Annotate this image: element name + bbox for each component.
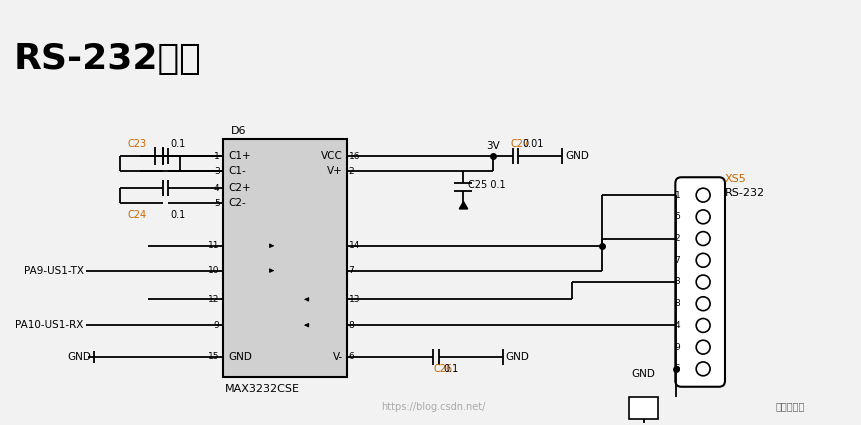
Text: 2: 2 xyxy=(349,167,354,176)
Text: https://blog.csdn.net/: https://blog.csdn.net/ xyxy=(381,402,485,411)
Text: 1: 1 xyxy=(214,152,220,161)
Text: 16: 16 xyxy=(349,152,360,161)
Text: PA10-US1-RX: PA10-US1-RX xyxy=(15,320,84,330)
Text: 15: 15 xyxy=(208,352,220,361)
Text: GND: GND xyxy=(565,151,588,162)
Text: 0.1: 0.1 xyxy=(170,139,185,150)
Text: MAX3232CSE: MAX3232CSE xyxy=(225,384,300,394)
Text: D6: D6 xyxy=(230,126,245,136)
Text: 9: 9 xyxy=(214,321,220,330)
Text: C27: C27 xyxy=(510,139,530,150)
Text: 9: 9 xyxy=(674,343,679,351)
Text: 5: 5 xyxy=(214,198,220,207)
Text: 6: 6 xyxy=(349,352,354,361)
Text: 0.01: 0.01 xyxy=(522,139,543,150)
Text: C1-: C1- xyxy=(228,166,246,176)
Text: PA9-US1-TX: PA9-US1-TX xyxy=(23,266,84,275)
Bar xyxy=(222,139,346,377)
Text: 7: 7 xyxy=(674,256,679,265)
Text: 10: 10 xyxy=(208,266,220,275)
Text: 3V: 3V xyxy=(486,142,499,151)
Text: GND: GND xyxy=(68,352,91,362)
Text: 智城安卓网: 智城安卓网 xyxy=(775,402,804,411)
Text: GND: GND xyxy=(228,352,252,362)
Text: 4: 4 xyxy=(214,184,220,193)
Text: 6: 6 xyxy=(674,212,679,221)
Bar xyxy=(628,397,658,419)
Text: 14: 14 xyxy=(349,241,360,250)
Text: V+: V+ xyxy=(326,166,343,176)
Text: 2: 2 xyxy=(674,234,679,243)
Text: 3: 3 xyxy=(674,278,679,286)
Text: 3: 3 xyxy=(214,167,220,176)
Text: 1: 1 xyxy=(674,191,679,200)
Text: C2-: C2- xyxy=(228,198,246,208)
Text: C2+: C2+ xyxy=(228,183,251,193)
Text: RS-232: RS-232 xyxy=(724,188,765,198)
Text: 8: 8 xyxy=(674,299,679,308)
Text: C25 0.1: C25 0.1 xyxy=(468,180,505,190)
Text: 13: 13 xyxy=(349,295,360,304)
Text: 0.1: 0.1 xyxy=(443,364,458,374)
Text: 8: 8 xyxy=(349,321,354,330)
Text: 7: 7 xyxy=(349,266,354,275)
Text: XS5: XS5 xyxy=(724,174,746,184)
Text: 4: 4 xyxy=(674,321,679,330)
Text: GND: GND xyxy=(631,369,654,379)
Text: C26: C26 xyxy=(432,364,452,374)
Text: GND: GND xyxy=(505,352,529,362)
Text: C1+: C1+ xyxy=(228,151,251,162)
Text: RS-232通信: RS-232通信 xyxy=(14,42,201,76)
Text: 12: 12 xyxy=(208,295,220,304)
Text: C23: C23 xyxy=(127,139,146,150)
Text: C24: C24 xyxy=(127,210,146,220)
Text: V-: V- xyxy=(332,352,343,362)
Text: 5: 5 xyxy=(674,364,679,374)
Text: 0.1: 0.1 xyxy=(170,210,185,220)
Text: 11: 11 xyxy=(208,241,220,250)
FancyBboxPatch shape xyxy=(674,177,724,387)
Text: VCC: VCC xyxy=(320,151,343,162)
